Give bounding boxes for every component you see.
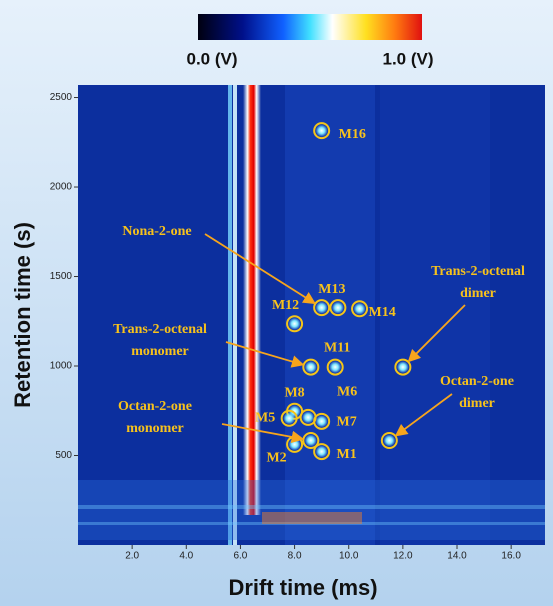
- x-tick-label: 16.0: [501, 551, 521, 562]
- colorbar: [198, 14, 422, 40]
- x-tick-label: 14.0: [447, 551, 467, 562]
- callout-label: Trans-2-octenal: [431, 264, 525, 279]
- peak-glow: [304, 434, 317, 447]
- x-tick-label: 6.0: [233, 551, 247, 562]
- peak-marker: [286, 315, 304, 333]
- peak-glow: [315, 301, 328, 314]
- peak-marker: [326, 358, 344, 376]
- x-tick-label: 8.0: [288, 551, 302, 562]
- peak-label: M5: [255, 410, 275, 425]
- peak-glow: [383, 434, 396, 447]
- y-tick-label: 1500: [50, 271, 73, 282]
- peak-glow: [288, 438, 301, 451]
- y-tick-label: 2000: [50, 182, 73, 193]
- peak-label: M12: [272, 298, 299, 313]
- peak-marker: [313, 299, 331, 317]
- callout-label: dimer: [459, 396, 495, 411]
- callout-label: Trans-2-octenal: [113, 322, 207, 337]
- peak-glow: [315, 124, 328, 137]
- peak-glow: [283, 412, 296, 425]
- callout-arrow: [221, 423, 305, 444]
- peak-label: M8: [284, 386, 304, 401]
- y-tick-label: 2500: [50, 92, 73, 103]
- peak-label: M14: [369, 305, 396, 320]
- peak-marker: [313, 443, 331, 461]
- peak-glow: [302, 411, 315, 424]
- peak-glow: [329, 361, 342, 374]
- callout-arrow: [204, 233, 316, 305]
- peak-marker: [313, 122, 331, 140]
- peak-glow: [396, 361, 409, 374]
- peak-marker: [313, 412, 331, 430]
- peak-label: M7: [337, 415, 357, 430]
- x-tick-label: 4.0: [179, 551, 193, 562]
- peak-glow: [288, 317, 301, 330]
- peak-glow: [315, 415, 328, 428]
- callout-label: monomer: [126, 421, 184, 436]
- heatmap: [78, 85, 545, 545]
- y-tick-label: 500: [55, 450, 72, 461]
- peak-glow: [304, 361, 317, 374]
- callout-label: Octan-2-one: [440, 374, 514, 389]
- callout-label: monomer: [131, 344, 189, 359]
- peak-glow: [331, 301, 344, 314]
- callout-label: Nona-2-one: [122, 224, 191, 239]
- callout-label: Octan-2-one: [118, 399, 192, 414]
- peak-label: M1: [337, 447, 357, 462]
- peak-glow: [353, 302, 366, 315]
- y-tick-label: 1000: [50, 361, 73, 372]
- colorbar-max-label: 1.0 (V): [382, 49, 433, 68]
- x-tick-label: 12.0: [393, 551, 413, 562]
- callout-arrow: [225, 341, 305, 368]
- peak-marker: [351, 300, 369, 318]
- peak-marker: [280, 409, 298, 427]
- peak-marker: [380, 431, 398, 449]
- peak-label: M11: [324, 340, 350, 355]
- x-axis-title: Drift time (ms): [228, 575, 377, 600]
- peak-marker: [394, 358, 412, 376]
- y-axis-title: Retention time (s): [10, 222, 35, 408]
- peak-marker: [329, 299, 347, 317]
- x-tick-label: 10.0: [339, 551, 359, 562]
- peak-label: M2: [266, 451, 286, 466]
- peak-glow: [315, 445, 328, 458]
- callout-arrow: [407, 304, 466, 363]
- peak-label: M16: [339, 127, 366, 142]
- x-tick-label: 2.0: [125, 551, 139, 562]
- peak-label: M13: [318, 282, 345, 297]
- colorbar-min-label: 0.0 (V): [186, 49, 237, 68]
- callout-arrow: [394, 393, 453, 437]
- peak-label: M6: [337, 385, 357, 400]
- callout-label: dimer: [460, 286, 496, 301]
